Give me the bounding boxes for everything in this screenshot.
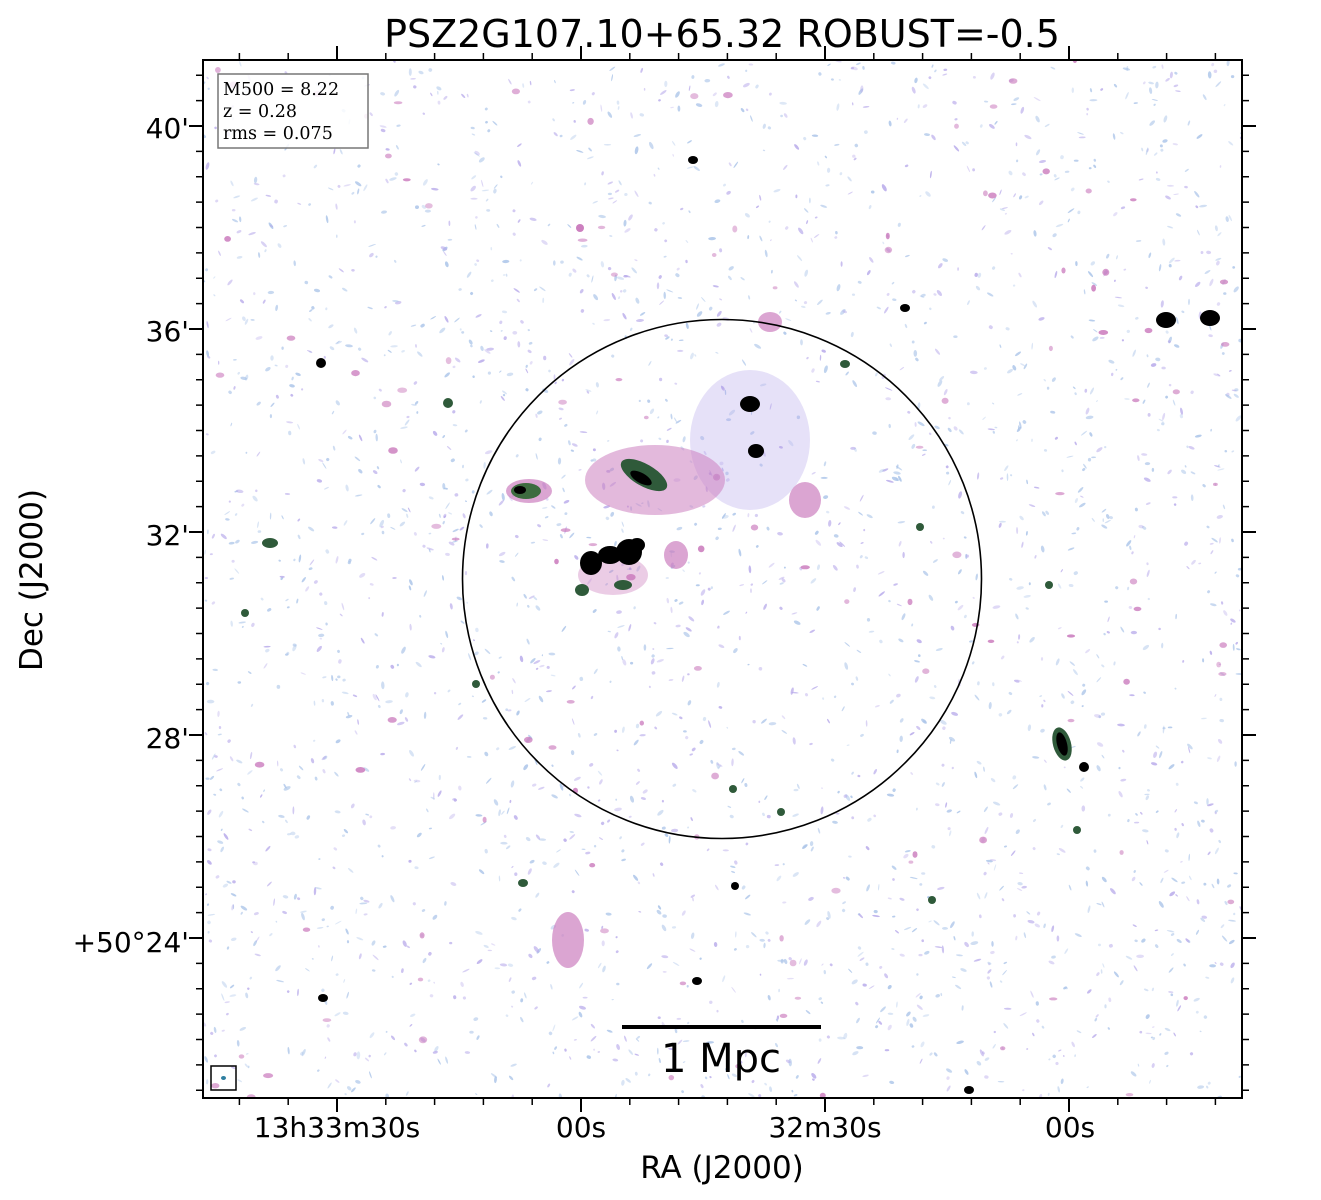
beam-box <box>210 1065 237 1091</box>
y-tick-label-32: 32' <box>146 519 189 552</box>
radio-map: 1 Mpc M500 = 8.22 z = 0.28 rms = 0.075 <box>203 60 1242 1098</box>
info-redshift: z = 0.28 <box>223 102 297 122</box>
axis-ticks <box>189 46 1256 1112</box>
r500-circle <box>461 318 983 840</box>
y-tick-label-28: 28' <box>146 722 189 755</box>
x-tick-label-32m00s: 00s <box>1045 1111 1095 1144</box>
beam-ellipse <box>221 1076 226 1080</box>
x-tick-label-32m30s: 32m30s <box>768 1111 881 1144</box>
radio-sources <box>241 156 1220 1094</box>
y-tick-label-24: +50°24' <box>73 926 189 959</box>
noise-speckle-layer <box>203 60 1242 1098</box>
plot-frame <box>202 59 1243 1099</box>
x-tick-label-33m30s: 13h33m30s <box>254 1111 421 1144</box>
y-tick-label-36: 36' <box>146 315 189 348</box>
info-rms: rms = 0.075 <box>223 124 333 144</box>
y-tick-label-40: 40' <box>146 112 189 145</box>
info-box <box>217 73 369 149</box>
info-mass: M500 = 8.22 <box>223 80 339 100</box>
diffuse-emission <box>506 312 821 968</box>
scale-bar-label: 1 Mpc <box>661 1036 781 1082</box>
y-axis-title: Dec (J2000) <box>14 489 50 671</box>
x-axis-title: RA (J2000) <box>640 1150 804 1186</box>
figure-title: PSZ2G107.10+65.32 ROBUST=-0.5 <box>384 12 1060 56</box>
x-tick-label-33m00s: 00s <box>556 1111 606 1144</box>
